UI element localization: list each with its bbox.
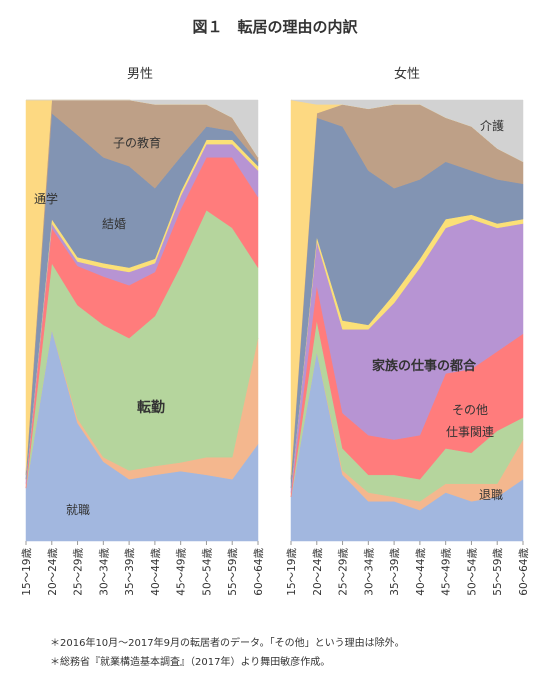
male-panel-title: 男性 bbox=[127, 67, 153, 82]
label-school: 通学 bbox=[34, 191, 58, 206]
label-family-job: 家族の仕事の都合 bbox=[372, 358, 477, 374]
x-tick-label: 15～19歳 bbox=[286, 548, 298, 596]
x-tick-label: 20～24歳 bbox=[312, 548, 324, 596]
figure-title: 図１ 転居の理由の内訳 bbox=[192, 18, 358, 36]
x-tick-label: 25～29歳 bbox=[73, 548, 85, 596]
label-other: その他 bbox=[452, 403, 488, 417]
label-retirement: 退職 bbox=[479, 488, 503, 502]
x-tick-label: 40～44歳 bbox=[150, 548, 162, 596]
x-tick-label: 60～64歳 bbox=[253, 548, 265, 596]
x-tick-label: 25～29歳 bbox=[338, 548, 350, 596]
x-tick-label: 55～59歳 bbox=[227, 548, 239, 596]
x-tick-label: 30～34歳 bbox=[98, 548, 110, 596]
x-tick-label: 15～19歳 bbox=[21, 548, 33, 596]
label-other-job: 仕事関連 bbox=[446, 425, 494, 439]
area-介護-male bbox=[26, 99, 259, 159]
footnote-1: ＊2016年10月～2017年9月の転居者のデータ。「その他」という理由は除外。 bbox=[50, 638, 405, 649]
area-介護-female bbox=[290, 99, 524, 163]
label-transfer: 転勤 bbox=[137, 399, 165, 416]
female-panel-title: 女性 bbox=[394, 66, 420, 82]
label-marriage: 結婚 bbox=[102, 217, 126, 231]
male-area-chart: 15～19歳 20～24歳 25～29歳 30～34歳 35～39歳 40～44歳 45～4… bbox=[21, 99, 265, 596]
x-tick-label: 55～59歳 bbox=[492, 548, 504, 596]
x-tick-label: 50～54歳 bbox=[201, 548, 213, 596]
x-tick-label: 40～44歳 bbox=[415, 548, 427, 596]
x-tick-label: 60～64歳 bbox=[518, 548, 530, 596]
footnote-2: ＊総務省『就業構造基本調査』（2017年）より舞田敏彦作成。 bbox=[50, 657, 331, 668]
x-tick-label: 20～24歳 bbox=[47, 548, 59, 596]
x-tick-label: 35～39歳 bbox=[124, 548, 136, 596]
x-tick-label: 35～39歳 bbox=[389, 548, 401, 596]
x-tick-label: 30～34歳 bbox=[363, 548, 375, 596]
label-child-education: 子の教育 bbox=[113, 135, 161, 150]
x-tick-label: 45～49歳 bbox=[176, 548, 188, 596]
label-care: 介護 bbox=[480, 118, 504, 133]
x-tick-label: 45～49歳 bbox=[441, 548, 453, 596]
female-area-chart: 15～19歳 20～24歳 25～29歳 30～34歳 35～39歳 40～44歳 45～4… bbox=[286, 99, 530, 596]
x-tick-label: 50～54歳 bbox=[466, 548, 478, 596]
label-employment: 就職 bbox=[66, 503, 90, 517]
